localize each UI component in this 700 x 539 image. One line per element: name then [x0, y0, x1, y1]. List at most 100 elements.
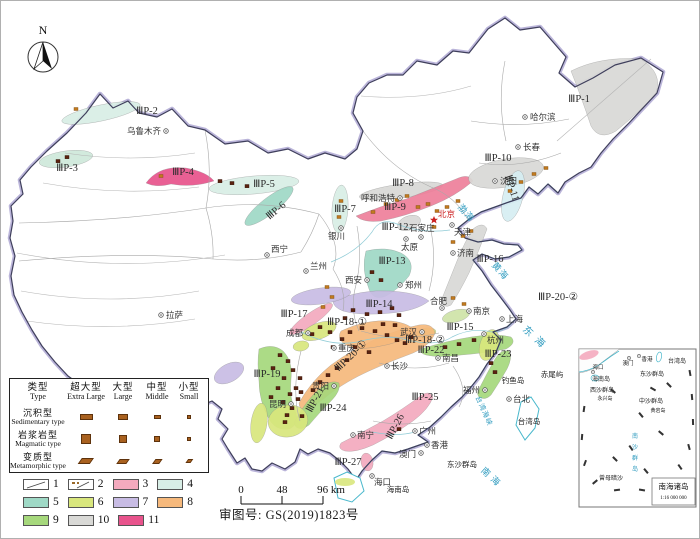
deposit-marker	[298, 390, 304, 394]
city-label: 济南	[457, 248, 474, 258]
island-label: 东沙群岛	[447, 459, 477, 469]
river	[371, 431, 416, 435]
legend-col-small: 小型 Small	[178, 382, 200, 402]
city-label: 南昌	[442, 353, 459, 363]
legend-swatch-chip	[67, 496, 94, 508]
inset-label: 西沙群岛	[590, 386, 614, 394]
inset-title-box	[651, 477, 696, 506]
dash-line-segment	[638, 412, 644, 418]
belt-region-P18f	[292, 340, 310, 352]
city-label: 台北	[513, 394, 531, 404]
deposit-marker	[324, 285, 330, 289]
belt-region-P17a	[291, 286, 351, 306]
belt-label-P19: ⅢP-19	[253, 369, 280, 380]
deposit-marker	[334, 366, 340, 370]
inset-label: 澳门	[622, 359, 633, 367]
deposit-marker	[543, 166, 549, 170]
legend-swatch-number: 11	[148, 514, 160, 526]
dash-line-segment	[690, 393, 694, 401]
belt-region-P4	[145, 167, 215, 186]
inset-label: 中沙群岛	[639, 397, 663, 405]
deposit-marker	[287, 392, 293, 396]
deposit-marker	[320, 305, 326, 309]
deposit-marker	[384, 333, 390, 337]
belt-label-P18b: ⅢP-18-②	[405, 334, 446, 346]
city-label: 贵阳	[312, 381, 329, 391]
legend-col-extra-large: 超大型 Extra Large	[67, 382, 105, 402]
fault-line	[556, 58, 652, 142]
fault-line	[26, 318, 196, 327]
dash-line-segment	[666, 382, 672, 388]
city-label: 乌鲁木齐	[127, 126, 162, 136]
city-label: 成都	[286, 328, 304, 338]
inset-nansha-label: 群	[632, 454, 638, 462]
belt-region-P17b	[289, 303, 333, 335]
belt-label-P24: ⅢP-24	[319, 403, 347, 414]
province-boundary	[452, 365, 464, 408]
map-review-number: 审图号: GS(2019)1823号	[219, 508, 359, 522]
legend-type-en: Type	[30, 392, 46, 402]
legend-col-middle: 中型 Middle	[145, 382, 169, 402]
deposit-type-legend: 类型 Type 超大型 Extra Large 大型 Large 中型 Midd…	[9, 378, 209, 473]
legend-swatch-number: 9	[53, 514, 59, 526]
city-label: 香港	[431, 440, 449, 450]
deposit-marker	[531, 172, 537, 176]
deposit-marker	[352, 345, 358, 349]
deposit-marker	[338, 199, 344, 203]
deposit-marker	[244, 184, 250, 188]
scale-tick-label: 48	[277, 484, 289, 496]
city-dot-center	[366, 279, 368, 281]
deposit-marker	[460, 234, 466, 238]
scale-bar	[240, 496, 324, 505]
city-dot-center	[441, 307, 443, 309]
inset-label: 香港	[641, 355, 653, 363]
city-dot-center	[352, 434, 354, 436]
legend-swatch-number: 1	[53, 478, 59, 490]
inset-nansha-label: 南	[632, 432, 638, 440]
deposit-marker	[339, 337, 345, 341]
belt-label-P27: ⅢP-27	[334, 457, 361, 468]
province-boundary	[318, 213, 337, 270]
belt-region-P26b	[360, 452, 374, 472]
belt-label-P5: ⅢP-5	[253, 179, 275, 190]
inset-label: 黄岩岛	[650, 407, 665, 414]
deposit-marker	[378, 278, 384, 282]
legend-swatch-number: 6	[97, 496, 104, 508]
province-boundary	[360, 330, 440, 338]
province-boundary	[18, 251, 302, 262]
deposit-marker	[310, 388, 316, 392]
dash-line-segment	[643, 468, 649, 474]
deposit-marker	[277, 353, 283, 357]
deposit-marker	[280, 400, 286, 404]
city-dot-center	[371, 475, 373, 477]
deposit-marker	[350, 308, 356, 312]
legend-col-large: 大型 Large	[112, 382, 134, 402]
legend-swatch-2: 2	[67, 475, 104, 493]
city-label: 上海	[506, 314, 524, 324]
city-label: 银川	[328, 231, 345, 241]
dash-line-segment	[691, 418, 695, 426]
belt-label-P2: ⅢP-2	[136, 106, 158, 117]
inset-title: 南海诸岛	[659, 481, 689, 491]
fault-line	[20, 290, 200, 300]
province-boundary	[372, 420, 432, 425]
legend-swatch-number: 2	[97, 478, 104, 490]
dash-line-segment	[677, 463, 683, 471]
dash-line-segment	[688, 369, 692, 377]
sedimentary-symbol-xl	[66, 406, 106, 428]
province-boundary	[18, 204, 320, 224]
belt-region-P7e	[331, 184, 349, 234]
belt-region-P12e	[397, 215, 421, 231]
legend-swatch-chip	[112, 496, 139, 508]
legend-swatch-1: 1	[23, 475, 59, 493]
belt-region-P23	[477, 350, 511, 399]
capital-star-icon	[430, 216, 438, 224]
deposit-marker	[492, 370, 498, 374]
city-label: 合肥	[430, 296, 448, 306]
city-dot-center	[414, 430, 416, 432]
river	[330, 221, 451, 263]
deposit-marker	[359, 326, 365, 330]
city-label: 西安	[345, 275, 362, 285]
city-label: 拉萨	[166, 310, 184, 320]
belt-label-P20b: ⅢP-20-②	[538, 291, 579, 303]
